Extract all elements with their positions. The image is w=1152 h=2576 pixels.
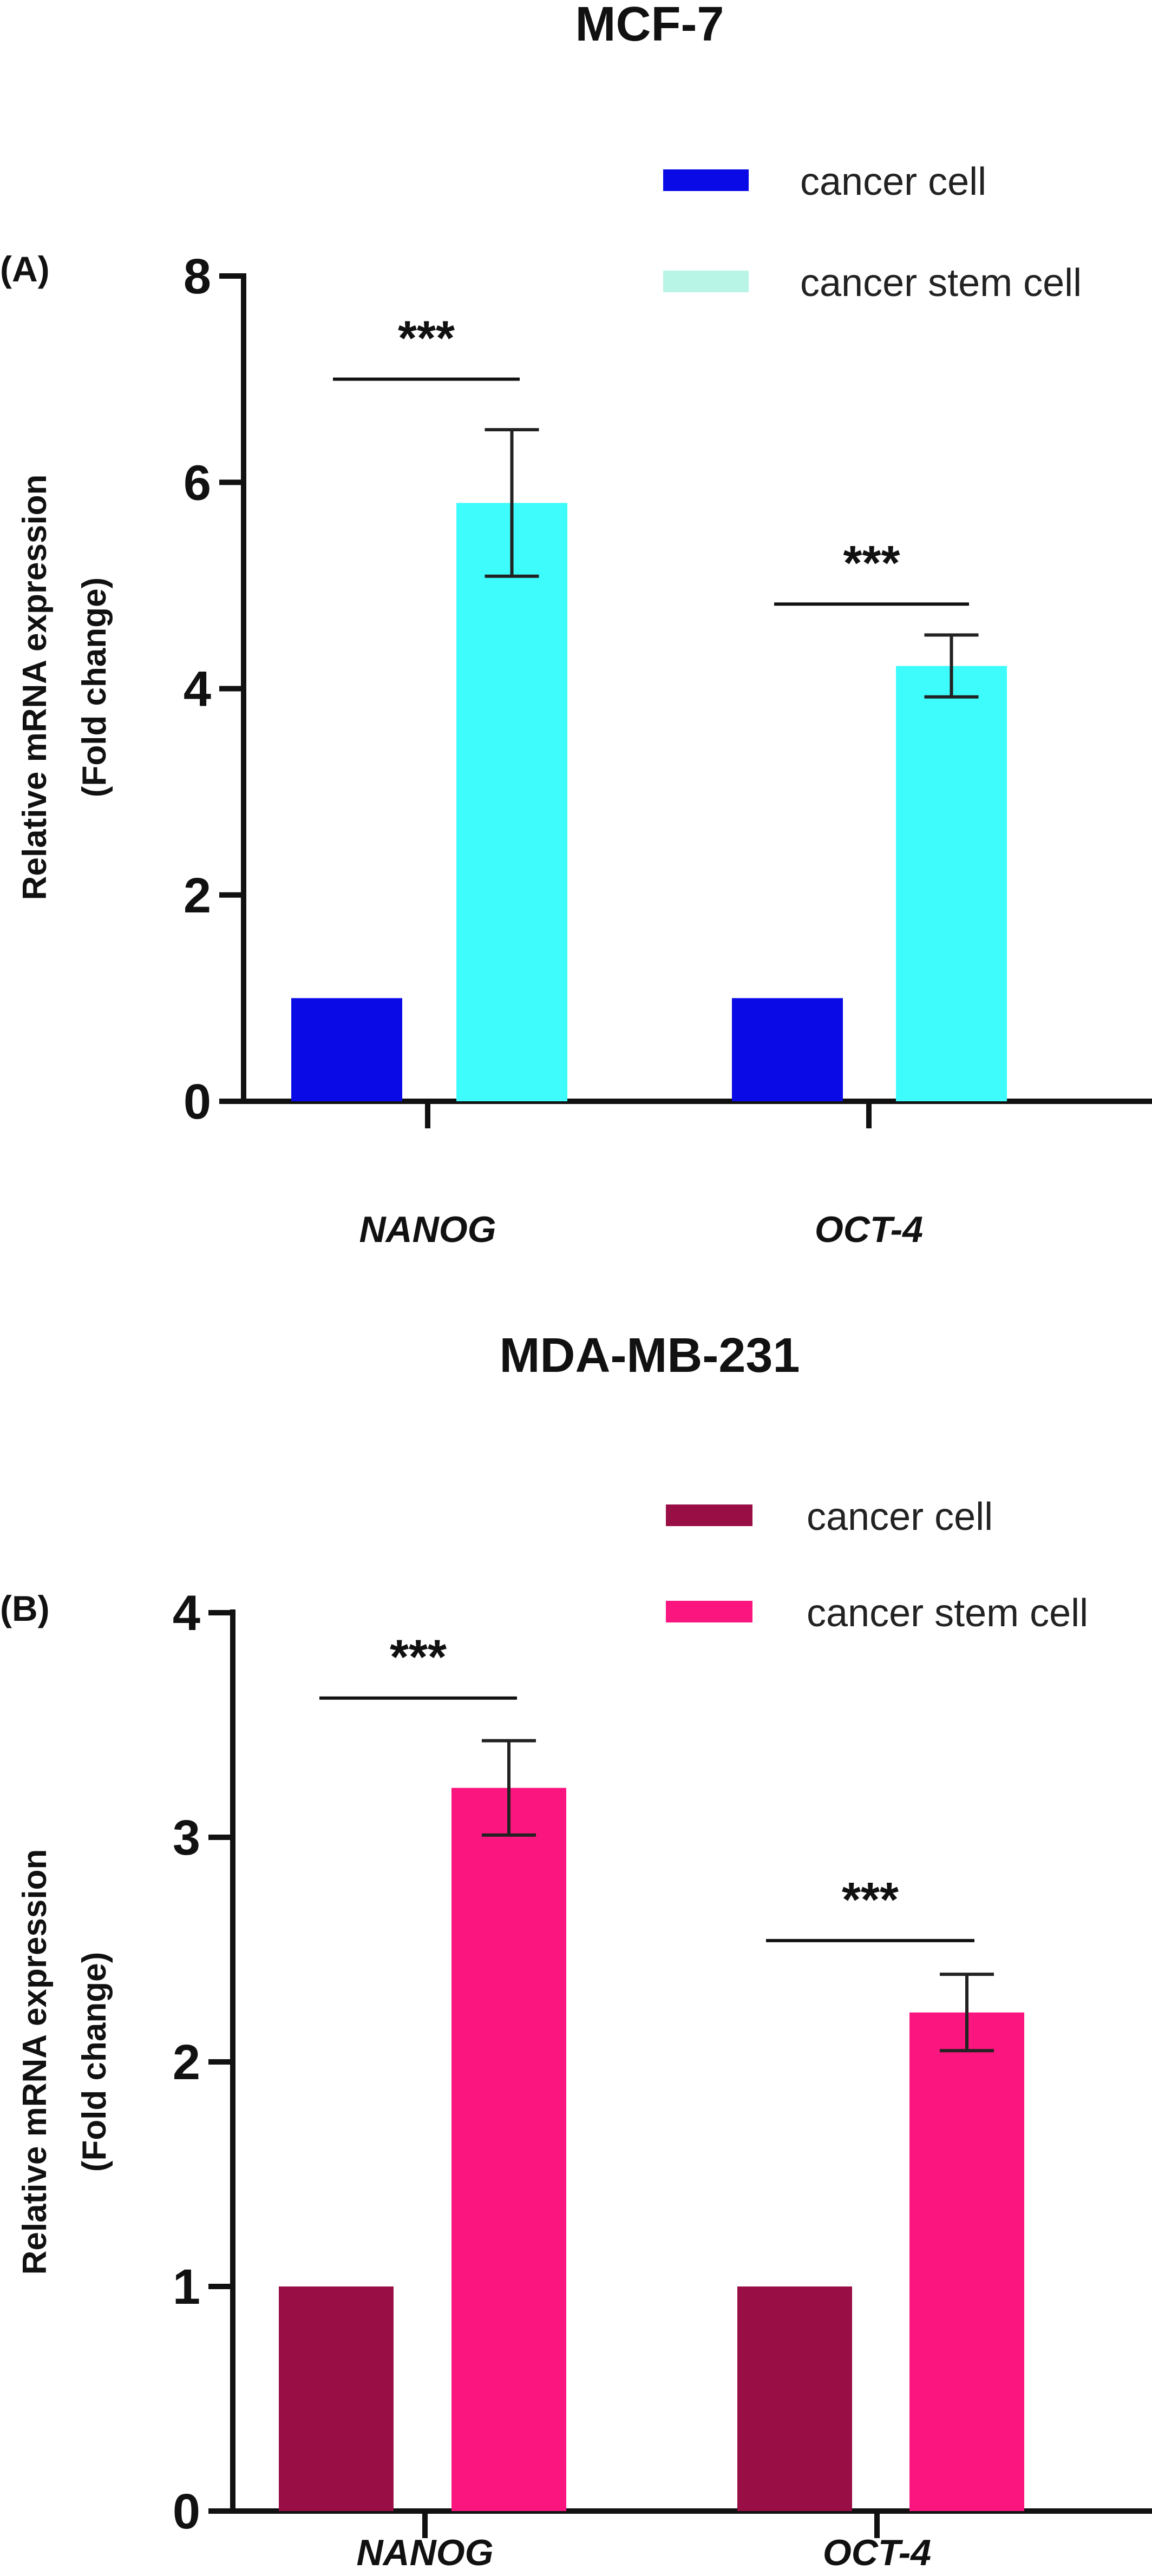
chart-title: MCF-7 [575, 0, 724, 51]
y-tick-label: 6 [184, 455, 211, 510]
chart-panel-a: MCF-7 (A) Relative mRNA expression (Fold ch… [0, 0, 1152, 1250]
legend-swatch [663, 271, 749, 292]
y-axis-label-line: (Fold change) [76, 1952, 113, 2172]
legend-swatch [666, 1504, 752, 1526]
bar-oct-4-cancer-cell [732, 998, 843, 1101]
y-tick-label: 3 [173, 1810, 200, 1865]
significance-label: *** [390, 1631, 447, 1685]
bar-oct-4-cancer-cell [737, 2286, 852, 2511]
legend-swatch [666, 1601, 752, 1622]
panel-label: (A) [0, 249, 50, 289]
bar-oct-4-cancer-stem-cell [896, 666, 1007, 1101]
panel-label: (B) [0, 1588, 50, 1628]
y-tick-label: 8 [184, 249, 211, 304]
legend-label: cancer cell [807, 1495, 993, 1539]
bar-oct-4-cancer-stem-cell [909, 2012, 1024, 2511]
x-tick-label: NANOG [359, 1209, 496, 1250]
significance-label: *** [842, 1873, 899, 1927]
bar-nanog-cancer-cell [279, 2286, 394, 2511]
y-tick-label: 4 [173, 1586, 200, 1641]
legend-label: cancer stem cell [807, 1592, 1088, 1635]
x-tick-label: OCT-4 [823, 2532, 931, 2573]
legend-label: cancer stem cell [800, 261, 1082, 305]
chart-panel-b: MDA-MB-231 (B) Relative mRNA expression (Fo… [0, 1329, 1152, 2573]
y-tick-label: 2 [173, 2035, 200, 2090]
x-tick-label: OCT-4 [815, 1209, 923, 1250]
bar-nanog-cancer-stem-cell [456, 503, 567, 1101]
significance-label: *** [843, 536, 900, 590]
bar-nanog-cancer-cell [291, 998, 402, 1101]
x-tick-label: NANOG [356, 2532, 493, 2573]
bar-nanog-cancer-stem-cell [451, 1788, 566, 2511]
legend-label: cancer cell [800, 160, 986, 203]
chart-title: MDA-MB-231 [499, 1329, 800, 1383]
y-tick-label: 0 [184, 1074, 211, 1129]
significance-label: *** [398, 312, 455, 366]
y-tick-label: 4 [184, 662, 211, 717]
y-axis-label-line: Relative mRNA expression [16, 475, 54, 901]
y-tick-label: 1 [173, 2259, 200, 2315]
y-axis-label-line: Relative mRNA expression [16, 1849, 54, 2275]
y-tick-label: 2 [184, 868, 211, 923]
y-tick-label: 0 [173, 2484, 200, 2539]
y-axis-label-line: (Fold change) [76, 577, 113, 797]
legend-swatch [663, 169, 749, 191]
